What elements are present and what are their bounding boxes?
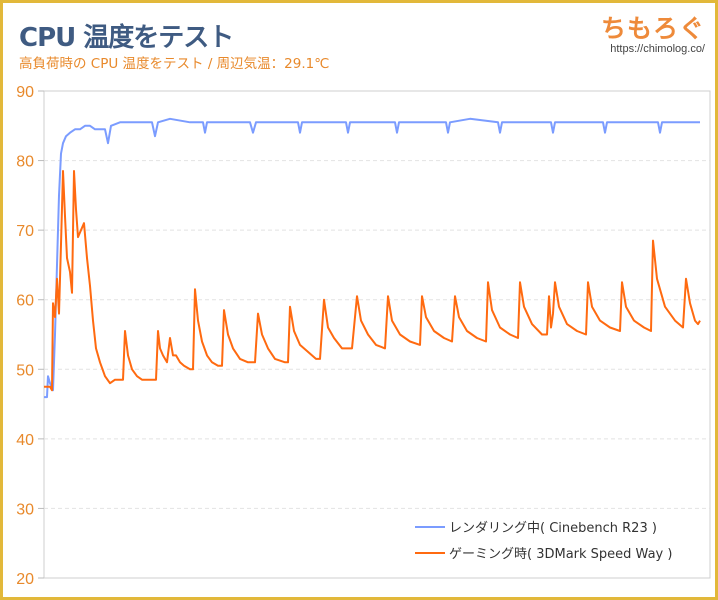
- legend: レンダリング中( Cinebench R23 ) ゲーミング時( 3DMark S…: [415, 521, 672, 562]
- legend-label: レンダリング中( Cinebench R23 ): [449, 521, 657, 536]
- y-tick-label: 60: [16, 293, 34, 310]
- gridlines: [38, 90, 711, 579]
- page-title: CPU 温度をテスト: [19, 23, 234, 53]
- y-tick-label: 20: [16, 571, 34, 588]
- logo-url[interactable]: https://chimolog.co/: [610, 43, 705, 55]
- y-tick-label: 90: [16, 84, 34, 101]
- y-tick-label: 40: [16, 432, 34, 449]
- chart-subtitle: 高負荷時の CPU 温度をテスト / 周辺気温：29.1℃: [19, 56, 330, 72]
- legend-label: ゲーミング時( 3DMark Speed Way ): [449, 547, 672, 562]
- logo: ちもろぐ https://chimolog.co/: [601, 9, 705, 55]
- series-lines: [44, 117, 701, 399]
- line-chart: 20 30 40 50 60 70 80 90 レンダリング中( Cinebench R23 …: [16, 84, 711, 588]
- plot-border: [43, 90, 711, 579]
- y-tick-label: 70: [16, 223, 34, 240]
- y-tick-label: 50: [16, 362, 34, 379]
- series-line-gaming: [44, 170, 701, 392]
- series-line-rendering: [44, 117, 700, 399]
- y-tick-label: 30: [16, 501, 34, 518]
- logo-text: ちもろぐ: [600, 14, 705, 43]
- y-axis: 20 30 40 50 60 70 80 90: [16, 84, 34, 588]
- y-tick-label: 80: [16, 154, 34, 171]
